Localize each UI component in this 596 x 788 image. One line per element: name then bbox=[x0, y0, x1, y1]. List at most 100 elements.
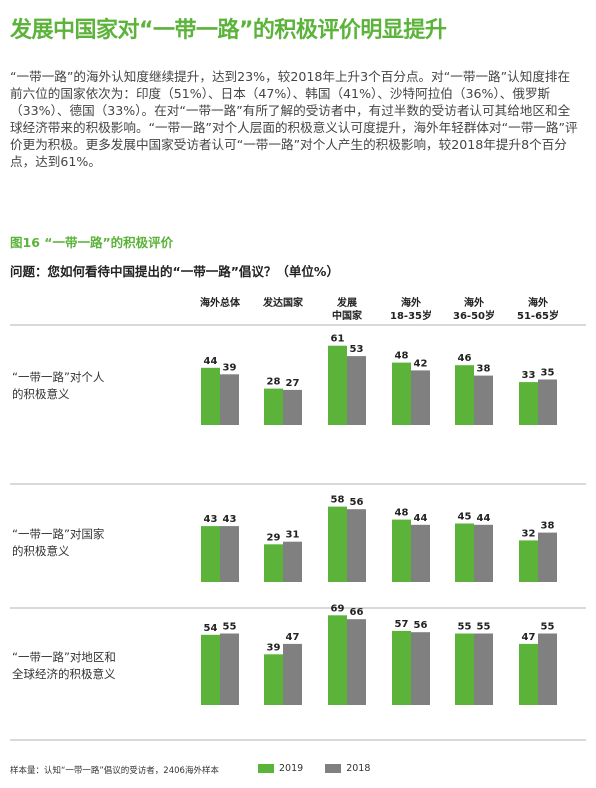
bar-group1-2019-col3 bbox=[392, 519, 411, 582]
data-label-group1-2019-col3: 48 bbox=[395, 508, 409, 519]
legend-item-2019: 2019 bbox=[258, 763, 303, 774]
data-label-group1-2018-col0: 43 bbox=[223, 514, 237, 525]
bar-group2-2019-col4 bbox=[455, 633, 474, 705]
bar-group1-2019-col5 bbox=[519, 540, 538, 582]
legend-item-2018: 2018 bbox=[325, 763, 370, 774]
data-label-group1-2019-col1: 29 bbox=[267, 532, 281, 543]
page-title: 发展中国家对“一带一路”的积极评价明显提升 bbox=[10, 18, 447, 43]
data-label-group2-2019-col2: 69 bbox=[331, 603, 345, 614]
intro-paragraph: “一带一路”的海外认知度继续提升，达到23%，较2018年上升3个百分点。对“一… bbox=[10, 69, 578, 169]
bar-group0-2019-col1 bbox=[264, 388, 283, 425]
column-header-1-line-0: 发达国家 bbox=[262, 296, 304, 309]
bar-group1-2019-col4 bbox=[455, 523, 474, 582]
chart-legend: 2019 2018 bbox=[258, 763, 370, 774]
legend-label-2019: 2019 bbox=[279, 763, 304, 774]
bar-group0-2018-col0 bbox=[220, 374, 239, 425]
data-label-group0-2019-col0: 44 bbox=[204, 356, 218, 367]
row-label-2-line-1: 全球经济的积极意义 bbox=[12, 667, 116, 681]
data-label-group2-2018-col0: 55 bbox=[223, 622, 237, 633]
row-label-0-line-0: “一带一路”对个人 bbox=[12, 370, 105, 384]
bar-group0-2019-col4 bbox=[455, 365, 474, 425]
bar-group2-2018-col3 bbox=[411, 632, 430, 705]
legend-label-2018: 2018 bbox=[346, 763, 371, 774]
bar-group1-2018-col2 bbox=[347, 509, 366, 582]
data-label-group1-2018-col2: 56 bbox=[350, 497, 364, 508]
bar-group0-2018-col5 bbox=[538, 379, 557, 425]
bar-group0-2018-col3 bbox=[411, 370, 430, 425]
data-label-group1-2018-col5: 38 bbox=[541, 521, 555, 532]
bar-group1-2019-col0 bbox=[201, 526, 220, 582]
data-label-group0-2019-col2: 61 bbox=[331, 334, 345, 345]
data-label-group2-2018-col4: 55 bbox=[477, 622, 491, 633]
bar-group0-2018-col1 bbox=[283, 389, 302, 425]
bar-group1-2018-col4 bbox=[474, 524, 493, 582]
data-label-group0-2019-col5: 33 bbox=[522, 370, 536, 381]
column-header-2-line-0: 发展 bbox=[336, 296, 357, 309]
data-label-group1-2019-col0: 43 bbox=[204, 514, 218, 525]
column-header-5-line-1: 51-65岁 bbox=[517, 309, 559, 322]
legend-swatch-2019 bbox=[258, 764, 274, 773]
data-label-group0-2018-col3: 42 bbox=[414, 358, 428, 369]
bar-group0-2018-col2 bbox=[347, 356, 366, 425]
bar-group2-2019-col0 bbox=[201, 634, 220, 705]
row-label-1-line-0: “一带一路”对国家 bbox=[12, 527, 105, 541]
row-label-0-line-1: 的积极意义 bbox=[12, 387, 70, 401]
data-label-group0-2018-col1: 27 bbox=[286, 378, 300, 389]
legend-swatch-2018 bbox=[325, 764, 342, 773]
data-label-group1-2018-col1: 31 bbox=[286, 530, 300, 541]
data-label-group0-2018-col5: 35 bbox=[541, 368, 555, 379]
data-label-group1-2018-col3: 44 bbox=[414, 513, 428, 524]
bar-group1-2018-col1 bbox=[283, 541, 302, 582]
bar-group2-2018-col0 bbox=[220, 633, 239, 705]
bar-group0-2018-col4 bbox=[474, 375, 493, 425]
bar-group0-2019-col3 bbox=[392, 362, 411, 425]
data-label-group2-2019-col4: 55 bbox=[458, 622, 472, 633]
survey-question: 问题：您如何看待中国提出的“一带一路”倡议？（单位%） bbox=[10, 264, 339, 279]
bar-group1-2018-col3 bbox=[411, 524, 430, 582]
column-header-0-line-0: 海外总体 bbox=[200, 296, 241, 309]
bar-group1-2018-col5 bbox=[538, 532, 557, 582]
column-header-3-line-0: 海外 bbox=[401, 296, 421, 309]
data-label-group1-2019-col4: 45 bbox=[458, 512, 472, 523]
figure-label: 图16 “一带一路”的积极评价 bbox=[10, 235, 174, 250]
data-label-group2-2018-col2: 66 bbox=[350, 607, 364, 618]
bar-group0-2019-col2 bbox=[328, 345, 347, 425]
bar-group2-2018-col4 bbox=[474, 633, 493, 705]
bar-group0-2019-col5 bbox=[519, 382, 538, 425]
column-header-3-line-1: 18-35岁 bbox=[390, 309, 432, 322]
bar-group2-2018-col1 bbox=[283, 643, 302, 705]
data-label-group1-2019-col2: 58 bbox=[331, 495, 345, 506]
data-label-group0-2018-col2: 53 bbox=[350, 344, 364, 355]
column-header-5-line-0: 海外 bbox=[528, 296, 548, 309]
bar-group2-2018-col2 bbox=[347, 619, 366, 705]
sample-size-note: 样本量：认知“一带一路”倡议的受访者，2406海外样本 bbox=[10, 766, 219, 776]
data-label-group2-2018-col5: 55 bbox=[541, 622, 555, 633]
data-label-group1-2018-col4: 44 bbox=[477, 513, 491, 524]
bar-group1-2019-col2 bbox=[328, 506, 347, 582]
row-label-1-line-1: 的积极意义 bbox=[12, 544, 70, 558]
bar-group2-2019-col3 bbox=[392, 630, 411, 705]
bar-group2-2019-col5 bbox=[519, 643, 538, 705]
bar-group0-2019-col0 bbox=[201, 367, 220, 425]
data-label-group0-2019-col4: 46 bbox=[458, 353, 472, 364]
bar-group1-2018-col0 bbox=[220, 526, 239, 582]
data-label-group1-2019-col5: 32 bbox=[522, 528, 536, 539]
bar-group2-2018-col5 bbox=[538, 633, 557, 705]
column-header-4-line-0: 海外 bbox=[464, 296, 484, 309]
row-label-2-line-0: “一带一路”对地区和 bbox=[12, 650, 116, 664]
data-label-group2-2019-col1: 39 bbox=[267, 642, 281, 653]
bar-group2-2019-col1 bbox=[264, 654, 283, 705]
data-label-group0-2018-col0: 39 bbox=[223, 362, 237, 373]
data-label-group2-2019-col5: 47 bbox=[522, 632, 536, 643]
column-header-2-line-1: 中国家 bbox=[332, 309, 363, 322]
data-label-group2-2018-col1: 47 bbox=[286, 632, 300, 643]
data-label-group2-2019-col0: 54 bbox=[204, 623, 218, 634]
data-label-group2-2018-col3: 56 bbox=[414, 620, 428, 631]
column-header-4-line-1: 36-50岁 bbox=[453, 309, 495, 322]
bar-group2-2019-col2 bbox=[328, 615, 347, 705]
data-label-group2-2019-col3: 57 bbox=[395, 619, 409, 630]
data-label-group0-2018-col4: 38 bbox=[477, 364, 491, 375]
data-label-group0-2019-col1: 28 bbox=[267, 377, 281, 388]
bar-group1-2019-col1 bbox=[264, 544, 283, 582]
